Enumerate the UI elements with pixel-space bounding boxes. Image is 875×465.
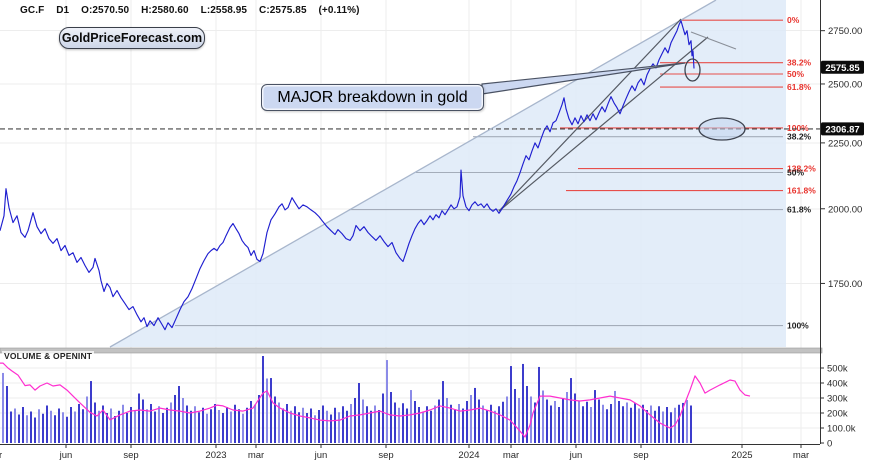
price-tick-label: 2000.00: [828, 204, 862, 215]
fib-level-label: 50%: [787, 69, 804, 79]
volume-tick-label: 400k: [827, 379, 848, 390]
open-interest-line: [0, 362, 751, 438]
volume-tick-label: 100.0k: [827, 424, 856, 435]
pane-separator[interactable]: [0, 347, 823, 354]
volume-tick-label: 0: [827, 439, 832, 450]
volume-tick-label: 200k: [827, 409, 848, 420]
time-axis-labels: mar jun sep 2023 mar jun sep 2024 mar jun sep 2025 m…: [0, 444, 809, 461]
fib-peak-retracement: 0%38.2%50%61.8%100%138.2%161.8%: [560, 15, 816, 196]
fib-level-label: 138.2%: [787, 164, 816, 174]
fib-level-label: 50%: [787, 167, 804, 177]
short-breakdown-segment: [690, 31, 737, 50]
steep-rising-support-to-peak: [498, 18, 682, 212]
time-tick-label: jun: [314, 450, 328, 461]
time-tick-label: mar: [0, 450, 2, 461]
change-value: (+0.11%): [318, 5, 360, 16]
rising-support-fan: [498, 36, 709, 212]
price-line: [0, 20, 695, 331]
price-tick-label: 2250.00: [828, 138, 862, 149]
price-badges: 2575.85 2306.87: [821, 60, 864, 136]
breakdown-circle: [684, 58, 701, 82]
fib-level-label: 61.8%: [787, 82, 812, 92]
annotation-label: MAJOR breakdown in gold: [277, 88, 468, 106]
time-tick-label: sep: [378, 450, 393, 461]
long-rising-support: [109, 0, 717, 348]
close-value: C:2575.85: [259, 5, 307, 16]
trendlines: [109, 0, 737, 348]
time-tick-label: jun: [59, 450, 73, 461]
time-tick-label: jun: [569, 450, 583, 461]
volume-tick-label: 300k: [827, 394, 848, 405]
time-tick-label: mar: [248, 450, 264, 461]
time-tick-label: sep: [633, 450, 648, 461]
price-badge-value: 2306.87: [825, 124, 859, 135]
fib-level-label: 38.2%: [787, 58, 812, 68]
watermark-label: GoldPriceForecast.com: [61, 31, 203, 45]
volume-bars: [2, 356, 692, 443]
price-badge: [821, 122, 864, 136]
fib-level-label: 100%: [787, 123, 809, 133]
open-value: O:2570.50: [81, 5, 130, 16]
breakdown-annotation: MAJOR breakdown in gold: [261, 84, 484, 111]
price-tick-label: 2750.00: [828, 26, 862, 37]
symbol-label: GC.F: [20, 5, 45, 16]
volume-tick-label: 500k: [827, 364, 848, 375]
volume-pane-title: VOLUME & OPENINT: [2, 351, 95, 361]
low-value: L:2558.95: [200, 5, 248, 16]
goldpriceforecast-watermark: GoldPriceForecast.com: [59, 27, 205, 49]
volume-axis-labels: 500k 400k 300k 200k 100.0k 0: [820, 364, 856, 450]
fib-level-label: 100%: [787, 321, 809, 331]
fib-level-label: 61.8%: [787, 205, 812, 215]
time-tick-label: 2025: [731, 450, 752, 461]
fib-level-label: 161.8%: [787, 186, 816, 196]
timeframe-label: D1: [56, 5, 70, 16]
time-tick-label: mar: [503, 450, 519, 461]
time-tick-label: 2023: [205, 450, 226, 461]
price-tick-label: 1750.00: [828, 279, 862, 290]
price-axis-labels: 2750.00 2500.00 2250.00 2000.00 1750.00: [820, 26, 862, 290]
time-tick-label: mar: [793, 450, 809, 461]
fib-level-label: 0%: [787, 15, 800, 25]
price-badge-value: 2575.85: [825, 63, 860, 74]
price-tick-label: 2500.00: [828, 79, 862, 90]
ohlc-readout: GC.F D1 O:2570.50 H:2580.60 L:2558.95 C:…: [20, 5, 369, 16]
high-value: H:2580.60: [141, 5, 189, 16]
support-shading: [110, 0, 786, 347]
fib-level-label: 38.2%: [787, 132, 812, 142]
time-tick-label: 2024: [458, 450, 479, 461]
price-badge: [821, 60, 864, 74]
target-ellipse: [698, 117, 746, 141]
time-tick-label: sep: [123, 450, 138, 461]
